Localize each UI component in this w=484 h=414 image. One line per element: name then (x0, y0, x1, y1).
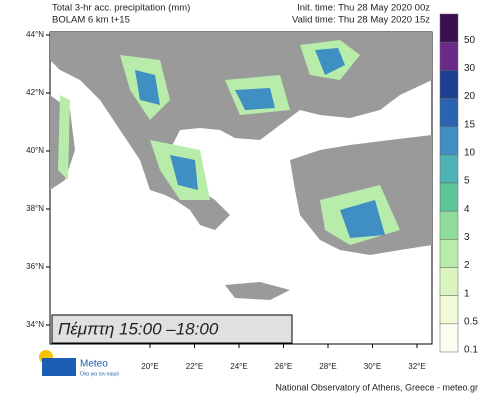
legend-label: 1 (464, 288, 470, 299)
legend-label: 20 (464, 91, 476, 102)
rain-heavy (135, 48, 385, 238)
legend-label: 5 (464, 176, 470, 187)
lat-label: 36°N (26, 262, 44, 271)
legend-swatch (439, 13, 459, 43)
lat-label: 38°N (26, 204, 44, 213)
legend-swatch (439, 70, 459, 99)
title: Total 3-hr acc. precipitation (mm) (52, 3, 190, 14)
credit: National Observatory of Athens, Greece -… (275, 382, 478, 392)
legend-label: 0.1 (464, 345, 478, 356)
legend-label: 0.5 (464, 316, 478, 327)
logo-name: Meteo (80, 359, 108, 370)
init-time: Init. time: Thu 28 May 2020 00z (297, 3, 430, 14)
period: Πέμπτη 15:00 –18:00 (58, 319, 219, 338)
lat-axis: 44°N 42°N 40°N 38°N 36°N 34°N (26, 30, 50, 329)
lon-label: 28°E (319, 362, 336, 371)
logo: Meteo Όλα για τον καιρό (39, 350, 119, 377)
lat-label: 40°N (26, 146, 44, 155)
colorbar: 50 30 20 15 10 5 4 3 2 1 0.5 0.1 (439, 13, 478, 356)
legend-label: 4 (464, 204, 470, 215)
lon-axis: 20°E 22°E 24°E 26°E 28°E 30°E 32°E (141, 344, 426, 371)
legend-swatch (439, 154, 459, 184)
map: Πέμπτη 15:00 –18:00 (49, 31, 433, 345)
legend-swatch (439, 41, 459, 71)
logo-mark (42, 358, 76, 376)
lat-label: 42°N (26, 88, 44, 97)
lat-label: 34°N (26, 320, 44, 329)
legend-label: 10 (464, 147, 476, 158)
legend-swatch (439, 98, 459, 127)
lon-label: 20°E (141, 362, 158, 371)
lon-label: 22°E (186, 362, 203, 371)
lon-label: 30°E (364, 362, 381, 371)
logo-tagline: Όλα για τον καιρό (79, 370, 119, 377)
lon-label: 32°E (408, 362, 425, 371)
land-crete (225, 282, 290, 300)
legend-label: 30 (464, 63, 476, 74)
legend-swatch (439, 323, 459, 353)
legend-label: 2 (464, 260, 470, 271)
lon-label: 24°E (230, 362, 247, 371)
lat-label: 44°N (26, 30, 44, 39)
legend-swatch (439, 295, 459, 325)
period-box (51, 314, 293, 344)
legend-swatch (439, 126, 459, 156)
legend-label: 15 (464, 119, 476, 130)
legend-label: 3 (464, 232, 470, 243)
valid-time: Valid time: Thu 28 May 2020 15z (292, 15, 430, 26)
lon-label: 26°E (275, 362, 292, 371)
legend-swatch (439, 210, 459, 240)
legend-swatch (439, 182, 459, 212)
legend-label: 50 (464, 35, 476, 46)
legend-swatch (439, 239, 459, 268)
model: BOLAM 6 km t+15 (52, 15, 130, 26)
legend-swatch (439, 267, 459, 296)
